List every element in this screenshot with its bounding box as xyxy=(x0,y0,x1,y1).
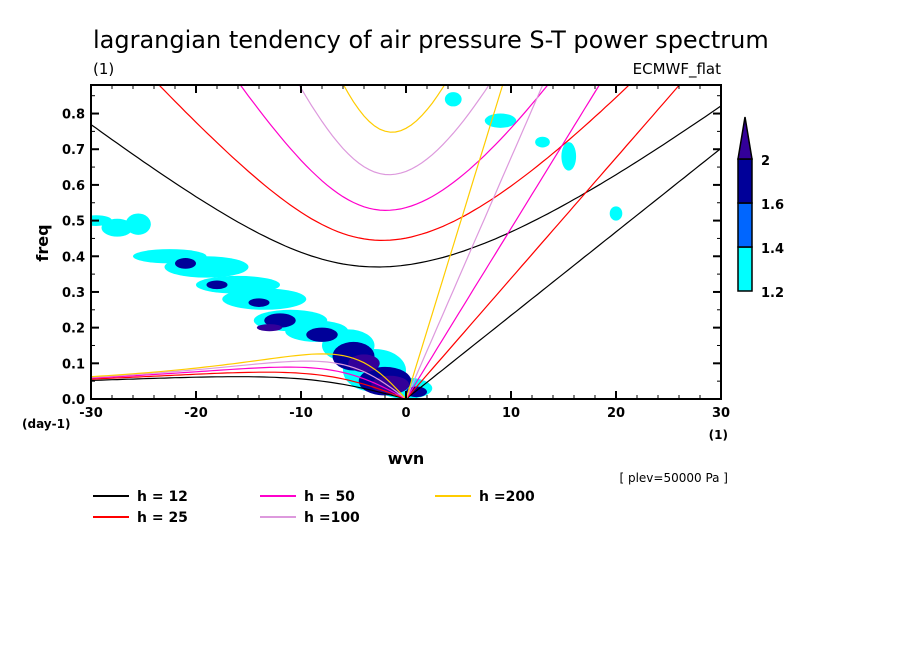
y-tick-label: 0.3 xyxy=(62,286,85,301)
colorbar-segment-1 xyxy=(737,202,753,248)
y-tick-label: 0.6 xyxy=(62,179,85,194)
rossby-curve-h100 xyxy=(91,360,407,399)
ig-curve-h50 xyxy=(239,85,549,212)
y-tick-label: 0.4 xyxy=(62,250,85,265)
chart-title: lagrangian tendency of air pressure S-T … xyxy=(93,26,769,54)
power-shading xyxy=(91,92,623,399)
shaded-region-20 xyxy=(264,313,296,328)
x-tick-label: -20 xyxy=(184,406,208,421)
y-tick-label: 0.7 xyxy=(62,143,85,158)
x-tick-label: 10 xyxy=(502,406,520,421)
rossby-curve-h25 xyxy=(91,371,407,399)
shaded-region-18 xyxy=(206,280,228,290)
y-tick-label: 0.5 xyxy=(62,215,85,230)
x-tick-label: 30 xyxy=(712,406,730,421)
legend-label-3: h =100 xyxy=(304,510,360,526)
colorbar-label: 1.2 xyxy=(761,286,784,301)
chart-subtitle-left: (1) xyxy=(93,60,114,78)
legend: h = 12 h = 25 h = 50 h =100 h =200 xyxy=(93,489,535,526)
kelvin-curve-h25 xyxy=(405,85,681,399)
x-axis-unit: (1) xyxy=(709,428,728,442)
shaded-region-16 xyxy=(609,206,623,221)
shaded-region-17 xyxy=(175,258,196,269)
x-tick-label: 20 xyxy=(607,406,625,421)
axis-ticks: -30 -20 -10 0 10 20 30 0.0 0.1 0.2 0.3 0.4 0.5 0.6 0.7… xyxy=(62,85,730,421)
shaded-region-25 xyxy=(256,324,283,332)
y-tick-label: 0.1 xyxy=(62,357,85,372)
shaded-region-15 xyxy=(535,136,550,148)
shaded-region-2 xyxy=(125,213,151,235)
x-axis-label: wvn xyxy=(388,449,425,468)
colorbar: 1.2 1.4 1.6 2 xyxy=(737,116,784,301)
shaded-region-14 xyxy=(561,142,577,171)
y-tick-label: 0.0 xyxy=(62,393,85,408)
kelvin-curve-h100 xyxy=(405,85,544,399)
y-axis-unit: (day-1) xyxy=(22,417,70,431)
x-tick-label: -30 xyxy=(79,406,103,421)
ig-curve-h25 xyxy=(158,85,630,242)
kelvin-curve-h50 xyxy=(405,85,601,399)
colorbar-extend-arrow xyxy=(737,116,753,160)
chart-subtitle-right: ECMWF_flat xyxy=(633,60,721,79)
y-axis-label: freq xyxy=(33,224,52,261)
rossby-curve-h12 xyxy=(91,376,407,399)
colorbar-label: 2 xyxy=(761,154,770,169)
legend-label-1: h = 25 xyxy=(137,510,188,526)
shaded-region-12 xyxy=(444,92,462,107)
legend-label-2: h = 50 xyxy=(304,489,355,505)
plev-annotation: [ plev=50000 Pa ] xyxy=(619,471,728,485)
rossby-curve-h50 xyxy=(91,366,407,399)
shaded-region-19 xyxy=(248,298,270,307)
kelvin-curve-h200 xyxy=(405,85,504,399)
shaded-region-13 xyxy=(484,113,517,128)
shaded-region-1 xyxy=(101,218,133,237)
plot-frame xyxy=(90,84,722,400)
dispersion-curves xyxy=(91,85,721,399)
y-tick-label: 0.2 xyxy=(62,322,85,337)
shaded-region-21 xyxy=(306,327,338,342)
ig-curve-h200 xyxy=(342,85,446,133)
x-tick-label: 0 xyxy=(401,406,410,421)
legend-label-0: h = 12 xyxy=(137,489,188,505)
colorbar-label: 1.6 xyxy=(761,198,784,213)
ig-curve-h12 xyxy=(91,105,721,268)
rossby-curve-h200 xyxy=(91,353,407,399)
colorbar-label: 1.4 xyxy=(761,242,784,257)
y-tick-label: 0.8 xyxy=(62,108,85,123)
ig-curve-h100 xyxy=(298,85,490,176)
legend-label-4: h =200 xyxy=(479,489,535,505)
shaded-region-4 xyxy=(164,256,249,278)
kelvin-curve-h12 xyxy=(405,147,721,399)
colorbar-segment-2 xyxy=(737,158,753,204)
x-tick-label: -10 xyxy=(289,406,313,421)
colorbar-segment-0 xyxy=(737,246,753,292)
